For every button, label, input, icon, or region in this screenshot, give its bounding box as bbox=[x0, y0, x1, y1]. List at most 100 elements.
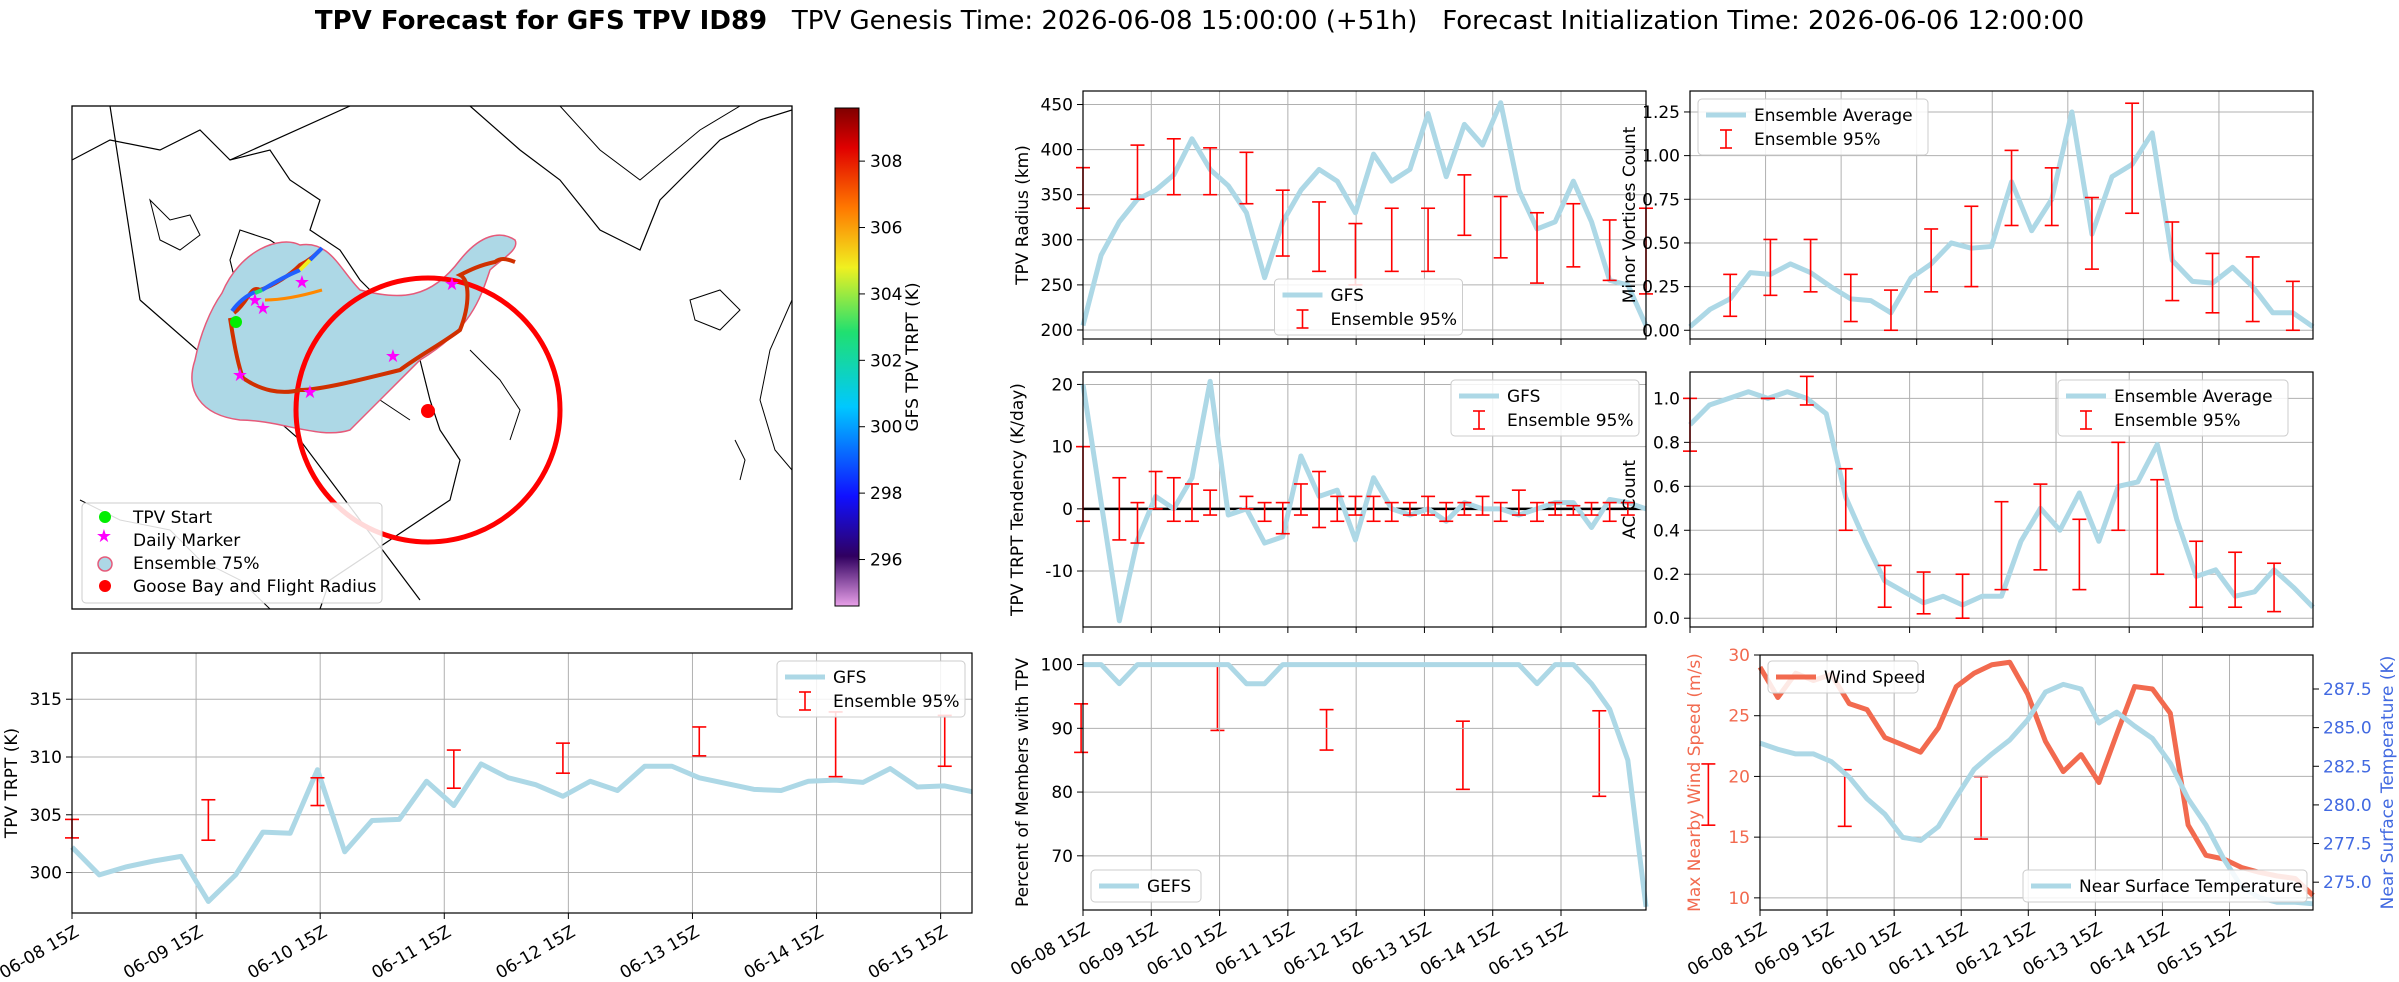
y-tick-label: 310 bbox=[30, 748, 62, 768]
ensemble-errorbar bbox=[2245, 256, 2260, 323]
title-init-time: Forecast Initialization Time: 2026-06-06… bbox=[1442, 6, 2085, 36]
y-tick-label: 25 bbox=[1728, 707, 1750, 727]
ensemble-errorbar bbox=[1530, 501, 1545, 523]
y-tick-label: -10 bbox=[1045, 562, 1073, 582]
legend-label: Wind Speed bbox=[1824, 668, 1925, 688]
series-line-ensemble-average bbox=[1688, 389, 2315, 609]
legend-label: Near Surface Temperature bbox=[2079, 877, 2303, 897]
ensemble-errorbar bbox=[2189, 540, 2204, 609]
y-right-axis-label: Near Surface Temperature (K) bbox=[2378, 656, 2398, 910]
colorbar-tick-label: 304 bbox=[870, 285, 902, 305]
ensemble-errorbar bbox=[2228, 551, 2243, 609]
ensemble-errorbar bbox=[1257, 501, 1272, 523]
ensemble-errorbar bbox=[1421, 495, 1436, 516]
ensemble-errorbar bbox=[1602, 501, 1617, 523]
ensemble-errorbar bbox=[1584, 501, 1599, 516]
legend-label: Ensemble Average bbox=[1754, 106, 1913, 126]
y-tick-label: 0.8 bbox=[1653, 433, 1680, 453]
legend-label: GFS bbox=[1331, 286, 1364, 306]
legend: Wind Speed Near Surface Temperature bbox=[1767, 660, 2308, 903]
legend: GFS Ensemble 95% bbox=[776, 660, 966, 718]
y-tick-label: 1.0 bbox=[1653, 389, 1680, 409]
ensemble-errorbar bbox=[1475, 495, 1490, 516]
ensemble-errorbar bbox=[1964, 205, 1979, 288]
legend: GEFS bbox=[1090, 869, 1202, 903]
series-line-gfs bbox=[1080, 100, 1649, 327]
ensemble-errorbar bbox=[1455, 720, 1470, 791]
ensemble-errorbar bbox=[2033, 483, 2048, 571]
colorbar-tick-label: 298 bbox=[870, 484, 902, 504]
plot-frame bbox=[1689, 371, 2314, 628]
ensemble-errorbar bbox=[310, 776, 325, 807]
ensemble-errorbar bbox=[1239, 495, 1254, 510]
series-line-near-surface-temperature bbox=[1759, 681, 2314, 907]
ensemble-errorbar bbox=[1883, 289, 1898, 332]
y-tick-label: 315 bbox=[30, 690, 62, 710]
ensemble-errorbar bbox=[1723, 273, 1738, 318]
legend-goose-bay: Goose Bay and Flight Radius bbox=[133, 577, 377, 597]
legend-label: Ensemble 95% bbox=[2114, 411, 2241, 431]
ensemble-errorbar bbox=[1402, 501, 1417, 516]
y-tick-label: 20 bbox=[1051, 375, 1073, 395]
ensemble-errorbar bbox=[1203, 489, 1218, 516]
svg-text:★: ★ bbox=[255, 298, 271, 319]
y-axis-label: AC Count bbox=[1620, 460, 1640, 539]
ensemble-errorbar bbox=[1275, 501, 1290, 535]
y-axis-label: TPV Radius (km) bbox=[1013, 145, 1033, 286]
y-axis-label: Minor Vortices Count bbox=[1620, 126, 1640, 303]
ensemble-errorbar bbox=[1511, 489, 1526, 516]
y-tick-label: 80 bbox=[1051, 783, 1073, 803]
svg-text:★: ★ bbox=[385, 346, 401, 367]
ensemble-errorbar bbox=[1319, 708, 1334, 751]
legend-ensemble-75: Ensemble 75% bbox=[133, 554, 260, 574]
ensemble-errorbar bbox=[1166, 137, 1181, 196]
y-tick-label: 300 bbox=[30, 864, 62, 884]
ensemble-errorbar bbox=[2072, 518, 2087, 591]
y-right-tick-label: 282.5 bbox=[2323, 757, 2372, 777]
gfs-track-early bbox=[230, 246, 324, 313]
ensemble-errorbar bbox=[1994, 500, 2009, 591]
ensemble-errorbar bbox=[1312, 201, 1327, 273]
y-tick-label: 300 bbox=[1041, 231, 1073, 251]
ensemble-errorbar bbox=[1203, 147, 1218, 196]
y-tick-label: 30 bbox=[1728, 646, 1750, 666]
greenland-coastline bbox=[469, 106, 792, 251]
ensemble-errorbar bbox=[2004, 149, 2019, 227]
y-tick-label: 90 bbox=[1051, 719, 1073, 739]
plot-frame bbox=[1082, 371, 1647, 628]
svg-text:★: ★ bbox=[444, 274, 460, 295]
y-tick-label: 0.75 bbox=[1642, 190, 1680, 210]
ensemble-errorbar bbox=[1384, 207, 1399, 273]
ensemble-errorbar bbox=[1620, 501, 1635, 516]
ensemble-errorbar bbox=[1955, 573, 1970, 620]
ensemble-errorbar bbox=[2205, 252, 2220, 314]
legend-label: GFS bbox=[1507, 387, 1540, 407]
series-line-wind-speed bbox=[1757, 659, 2315, 898]
y-tick-label: 0 bbox=[1062, 500, 1073, 520]
legend-label: GFS bbox=[833, 668, 866, 688]
ensemble-errorbar bbox=[1148, 470, 1163, 510]
goose-bay-marker bbox=[421, 404, 435, 418]
ensemble-errorbar bbox=[1493, 501, 1508, 523]
legend-label: GEFS bbox=[1147, 877, 1191, 897]
ensemble-errorbar bbox=[2044, 167, 2059, 227]
ensemble-errorbar bbox=[1130, 144, 1145, 201]
y-right-tick-label: 275.0 bbox=[2323, 873, 2372, 893]
colorbar-tick-label: 302 bbox=[870, 351, 902, 371]
y-tick-label: 0.50 bbox=[1642, 234, 1680, 254]
ensemble-errorbar bbox=[1130, 501, 1145, 544]
ensemble-errorbar bbox=[1916, 571, 1931, 615]
ensemble-errorbar bbox=[1493, 195, 1508, 259]
figure-title: TPV Forecast for GFS TPV ID89 TPV Genesi… bbox=[0, 6, 2399, 36]
europe-coastline bbox=[689, 289, 741, 331]
ensemble-errorbar bbox=[1112, 476, 1127, 541]
ensemble-errorbar bbox=[1184, 483, 1199, 523]
ensemble-errorbar bbox=[1421, 207, 1436, 273]
y-right-tick-label: 285.0 bbox=[2323, 719, 2372, 739]
y-tick-label: 350 bbox=[1041, 186, 1073, 206]
title-genesis-time: TPV Genesis Time: 2026-06-08 15:00:00 (+… bbox=[791, 6, 1418, 36]
ensemble-errorbar bbox=[1330, 495, 1345, 523]
svg-text:★: ★ bbox=[247, 290, 263, 311]
